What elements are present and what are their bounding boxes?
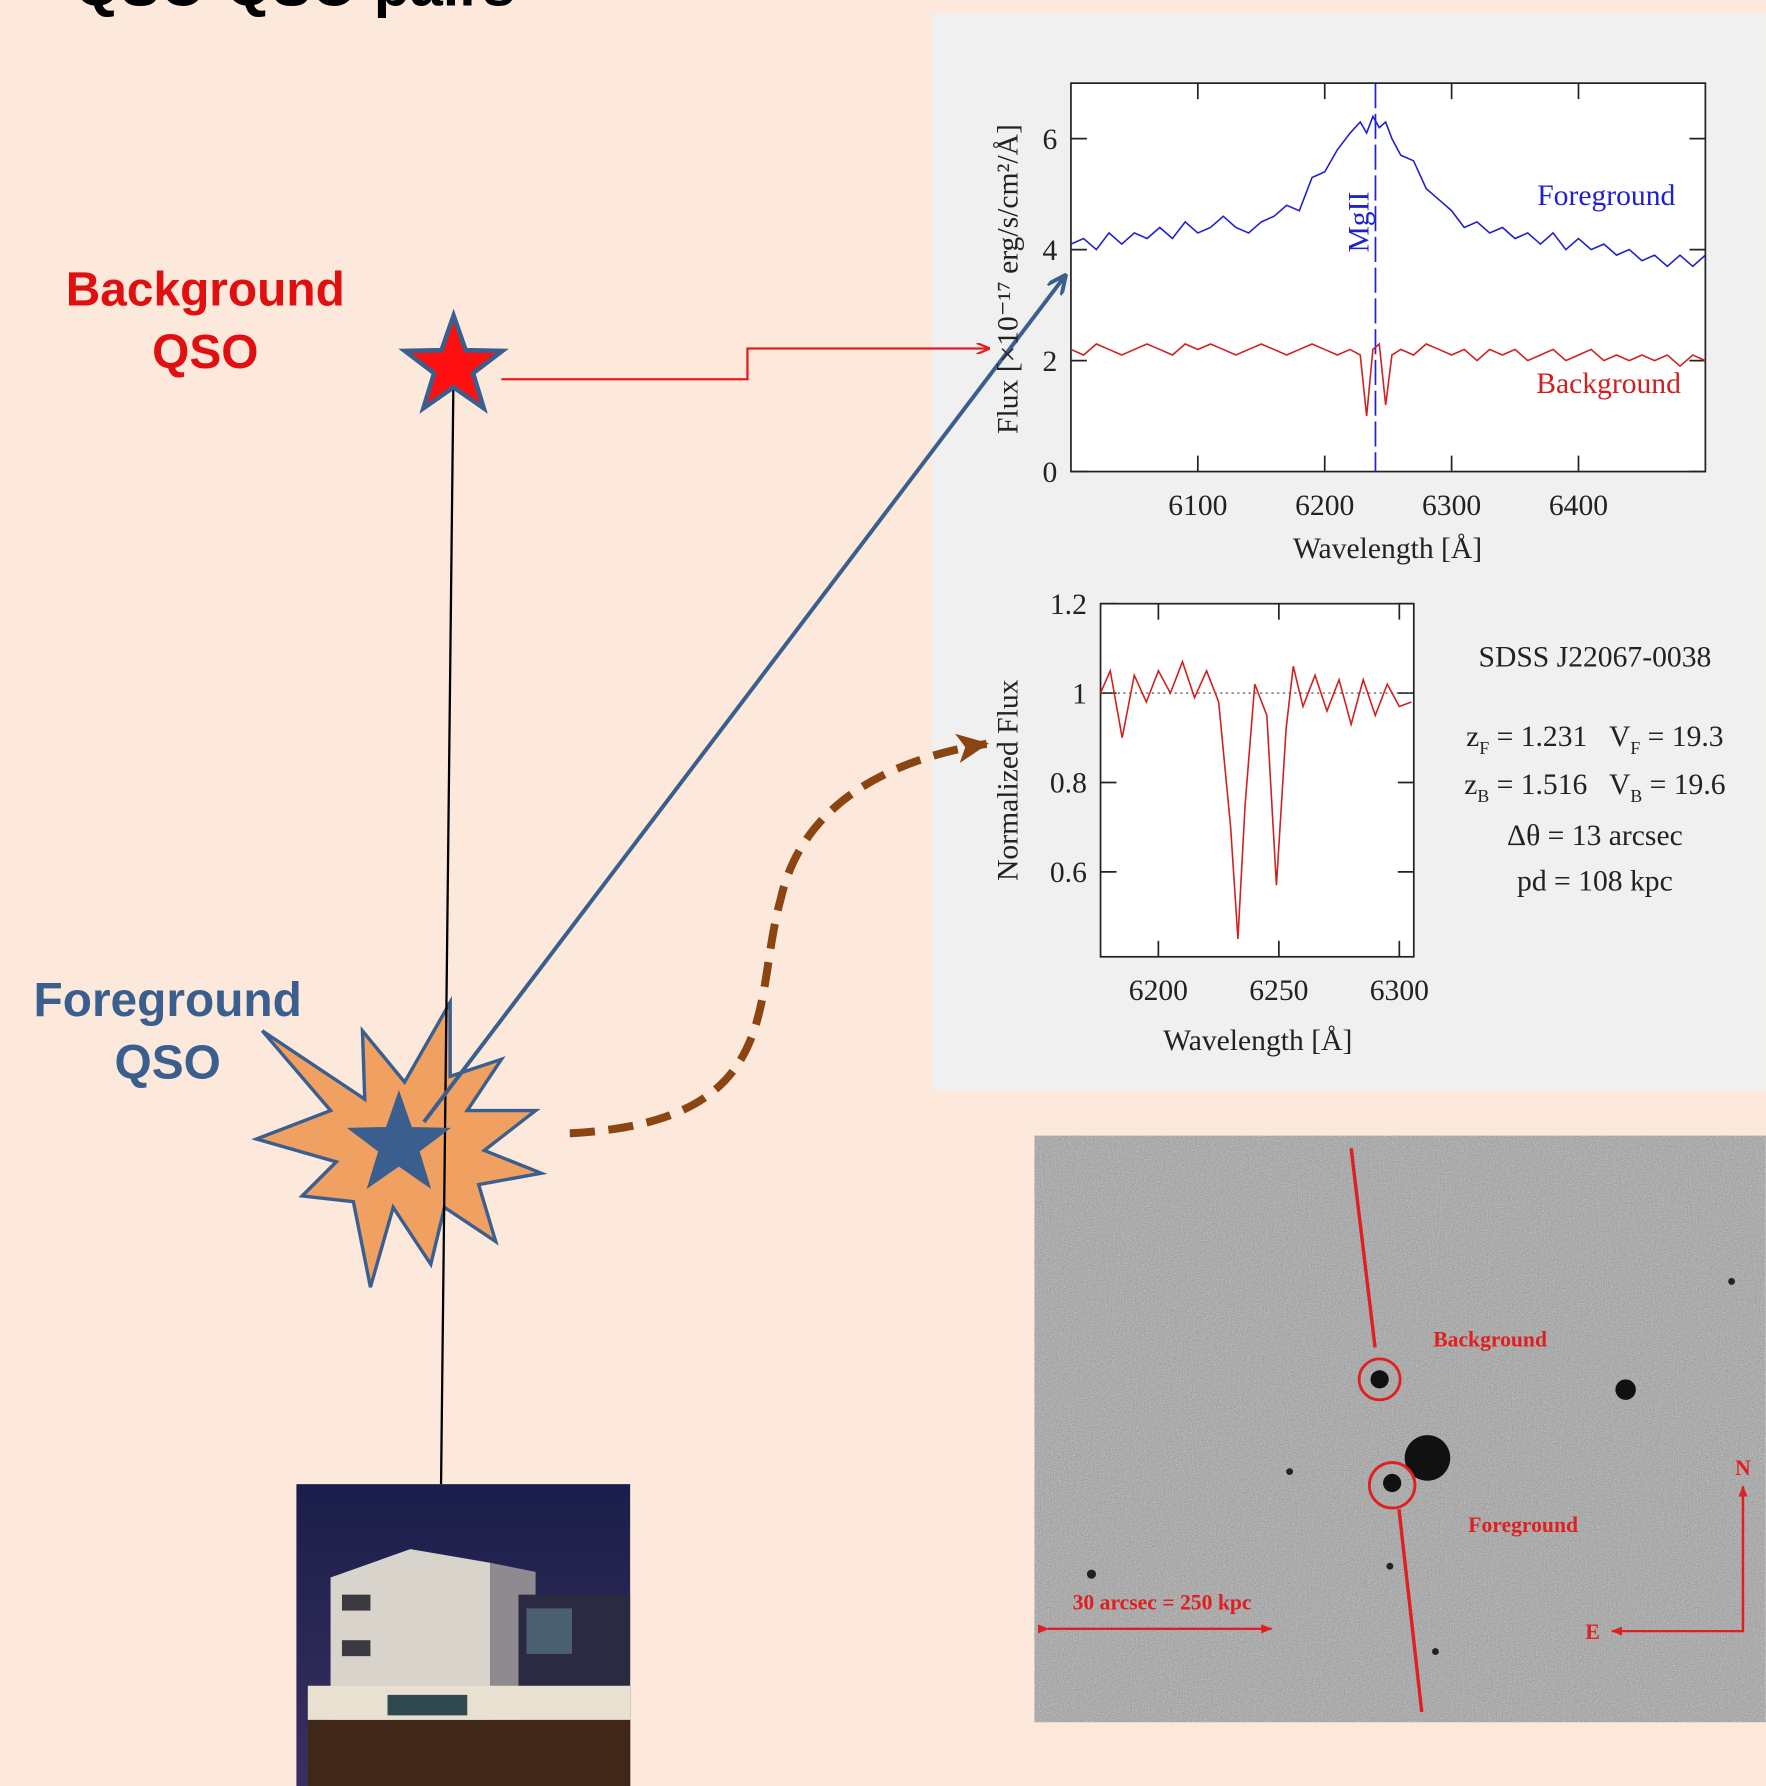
slide-title: QSO-QSO pairs xyxy=(74,0,515,19)
subscript: B xyxy=(1477,786,1489,806)
subscript: F xyxy=(1479,738,1489,758)
x-tick-label: 6400 xyxy=(1549,490,1608,522)
parameter-text: z xyxy=(1466,721,1479,753)
y-axis-label: Normalized Flux xyxy=(992,679,1024,881)
parameter-text: z xyxy=(1464,769,1477,801)
sky-image xyxy=(1034,1136,1765,1723)
y-axis-label: Flux [×10⁻¹⁷ erg/s/cm²/Å] xyxy=(992,124,1024,434)
plot-area xyxy=(1101,604,1414,957)
compass-east: E xyxy=(1585,1620,1599,1644)
x-tick-label: 6250 xyxy=(1249,975,1308,1007)
background-qso-label: Background xyxy=(66,263,345,316)
y-tick-label: 1.2 xyxy=(1050,589,1087,621)
background-qso-label: QSO xyxy=(152,326,258,379)
x-tick-label: 6300 xyxy=(1422,490,1481,522)
series-label: Background xyxy=(1536,368,1681,400)
x-axis-label: Wavelength [Å] xyxy=(1163,1025,1352,1057)
x-tick-label: 6200 xyxy=(1295,490,1354,522)
y-tick-label: 0.8 xyxy=(1050,768,1087,800)
compass-north: N xyxy=(1735,1456,1751,1480)
parameter-line: Δθ = 13 arcsec xyxy=(1507,820,1683,852)
y-tick-label: 2 xyxy=(1042,346,1057,378)
y-tick-label: 0.6 xyxy=(1050,857,1087,889)
parameter-text: = 19.3 xyxy=(1640,721,1723,753)
plot-area xyxy=(1071,83,1705,471)
y-tick-label: 4 xyxy=(1042,235,1057,267)
parameter-text: = 1.231 V xyxy=(1489,721,1631,753)
y-tick-label: 6 xyxy=(1042,124,1057,156)
parameter-line: SDSS J22067-0038 xyxy=(1478,641,1711,673)
parameter-text: SDSS J22067-0038 xyxy=(1478,641,1711,673)
page: { "title": "QSO-QSO pairs", "background_… xyxy=(0,0,1766,1786)
telescope-photo xyxy=(296,1484,630,1786)
x-tick-label: 6100 xyxy=(1168,490,1227,522)
foreground-qso-label: QSO xyxy=(115,1037,221,1090)
y-tick-label: 0 xyxy=(1042,457,1057,489)
parameter-line: zB = 1.516 VB = 19.6 xyxy=(1464,769,1725,806)
subscript: B xyxy=(1630,786,1642,806)
y-tick-label: 1 xyxy=(1072,678,1087,710)
slide: QSO-QSO pairs Background QSO Foreground … xyxy=(0,0,1766,1786)
subscript: F xyxy=(1630,738,1640,758)
x-tick-label: 6200 xyxy=(1129,975,1188,1007)
x-axis-label: Wavelength [Å] xyxy=(1293,533,1482,565)
scale-bar-label: 30 arcsec = 250 kpc xyxy=(1073,1590,1252,1614)
annotation-label: MgII xyxy=(1344,192,1376,253)
parameter-text: Δθ = 13 arcsec xyxy=(1507,820,1683,852)
image-label: Foreground xyxy=(1468,1513,1578,1537)
foreground-qso-label: Foreground xyxy=(34,974,302,1027)
parameter-line: zF = 1.231 VF = 19.3 xyxy=(1466,721,1723,758)
parameter-text: = 1.516 V xyxy=(1489,769,1631,801)
parameter-line: pd = 108 kpc xyxy=(1517,866,1673,898)
image-label: Background xyxy=(1433,1327,1547,1351)
parameter-text: = 19.6 xyxy=(1642,769,1725,801)
x-tick-label: 6300 xyxy=(1370,975,1429,1007)
series-label: Foreground xyxy=(1537,180,1675,212)
parameter-text: pd = 108 kpc xyxy=(1517,866,1673,898)
